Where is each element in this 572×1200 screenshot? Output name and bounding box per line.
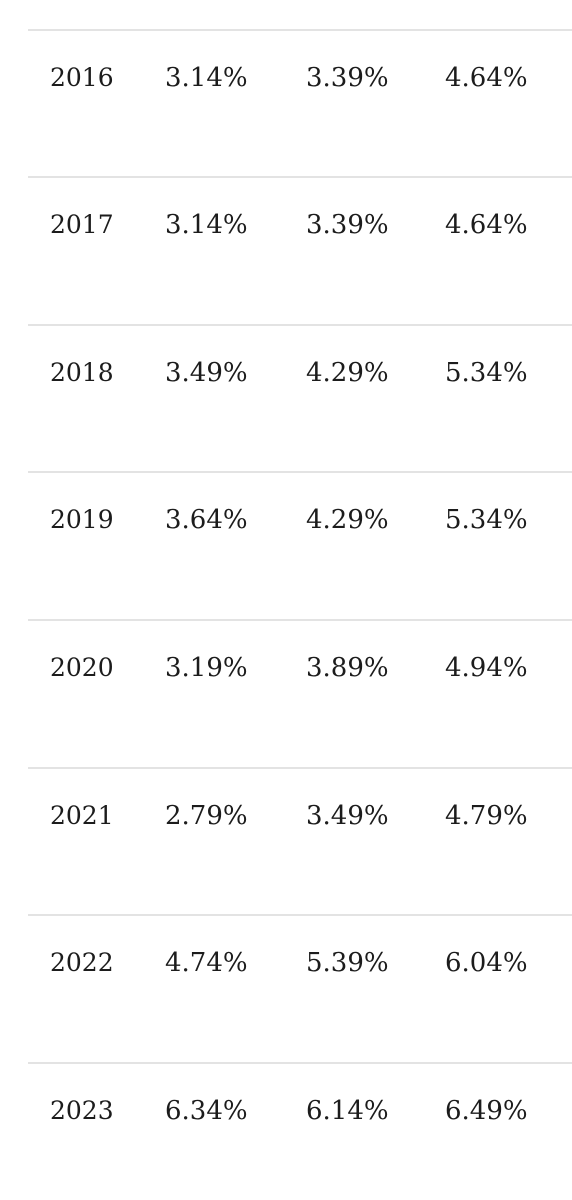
- rate-cell: 3.39%: [306, 210, 389, 240]
- rate-cell: 4.64%: [445, 210, 528, 240]
- rate-cell: 3.49%: [306, 801, 389, 831]
- rate-cell: 5.34%: [445, 358, 528, 388]
- rate-cell: 4.74%: [165, 948, 248, 978]
- rate-cell: 4.29%: [306, 505, 389, 535]
- year-cell: 2022: [50, 948, 114, 977]
- rate-cell: 6.04%: [445, 948, 528, 978]
- year-cell: 2018: [50, 358, 114, 387]
- rate-cell: 4.29%: [306, 358, 389, 388]
- rate-cell: 3.49%: [165, 358, 248, 388]
- rate-cell: 6.14%: [306, 1096, 389, 1126]
- table-row: 2019 3.64% 4.29% 5.34%: [28, 471, 572, 618]
- rate-cell: 6.34%: [165, 1096, 248, 1126]
- rate-cell: 6.49%: [445, 1096, 528, 1126]
- rate-cell: 3.14%: [165, 63, 248, 93]
- table-row: 2018 3.49% 4.29% 5.34%: [28, 324, 572, 471]
- rate-cell: 4.64%: [445, 63, 528, 93]
- year-cell: 2023: [50, 1096, 114, 1125]
- year-cell: 2017: [50, 210, 114, 239]
- rate-cell: 5.39%: [306, 948, 389, 978]
- table-row: 2021 2.79% 3.49% 4.79%: [28, 767, 572, 914]
- table-row: 2017 3.14% 3.39% 4.64%: [28, 176, 572, 323]
- rate-cell: 4.94%: [445, 653, 528, 683]
- table-row: 2016 3.14% 3.39% 4.64%: [28, 29, 572, 176]
- table-row: 2020 3.19% 3.89% 4.94%: [28, 619, 572, 766]
- rate-cell: 5.34%: [445, 505, 528, 535]
- year-cell: 2016: [50, 63, 114, 92]
- rate-cell: 3.14%: [165, 210, 248, 240]
- rate-cell: 4.79%: [445, 801, 528, 831]
- year-cell: 2020: [50, 653, 114, 682]
- year-cell: 2019: [50, 505, 114, 534]
- rate-cell: 2.79%: [165, 801, 248, 831]
- table-row: 2023 6.34% 6.14% 6.49%: [28, 1062, 572, 1200]
- rate-cell: 3.89%: [306, 653, 389, 683]
- rate-cell: 3.39%: [306, 63, 389, 93]
- table-row: 2022 4.74% 5.39% 6.04%: [28, 914, 572, 1061]
- rate-cell: 3.64%: [165, 505, 248, 535]
- year-cell: 2021: [50, 801, 114, 830]
- rate-cell: 3.19%: [165, 653, 248, 683]
